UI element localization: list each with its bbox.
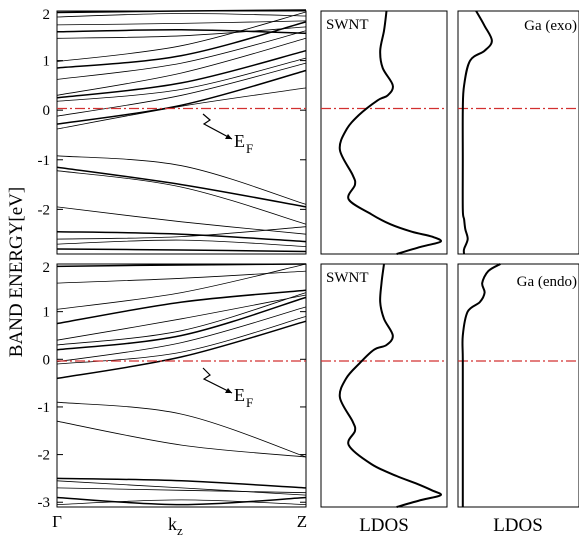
fermi-arrow-icon [202,367,233,394]
top-band-panel: 2 1 0 -1 -2 E F [38,7,307,255]
band-line [56,9,307,14]
bottom-swnt-panel: SWNT [320,263,448,508]
bottom-band-yticks: 2 1 0 -1 -2 -3 [38,260,306,511]
band-line [56,496,307,506]
band-line [56,206,307,235]
band-line [56,26,307,39]
band-line [56,20,307,26]
y-tick-label: 1 [43,305,51,321]
band-line [56,62,307,117]
y-tick-label: 1 [43,54,51,70]
x-tick-gamma: Γ [52,512,62,531]
band-line [56,13,307,18]
y-tick-label: -1 [38,153,51,169]
y-tick-label: 0 [43,103,51,119]
band-line [56,57,307,102]
top-band-curves [56,9,307,253]
band-line [56,477,307,489]
band-line [56,263,307,268]
bottom-ga-panel: Ga (endo) [457,263,579,508]
top-ga-ldos-curve [461,10,493,255]
bottom-ga-label: Ga (endo) [517,274,577,290]
band-line [56,230,307,243]
y-tick-label: -3 [38,495,51,511]
band-line [56,320,307,380]
band-line [56,87,307,130]
band-line [56,306,307,363]
x-label-kz: kz [168,514,183,536]
x-label-ldos-swnt: LDOS [359,515,409,536]
y-tick-label: -1 [38,400,51,416]
top-band-yticks: 2 1 0 -1 -2 [38,7,306,218]
band-line [56,289,307,325]
bottom-swnt-label: SWNT [326,270,369,286]
bottom-ga-frame [457,263,579,508]
y-tick-label: 2 [43,260,51,276]
fermi-label-sub: F [246,141,253,156]
band-line [56,29,307,35]
top-swnt-panel: SWNT [320,10,448,255]
fermi-label-sub: F [246,395,253,410]
band-line [56,480,307,496]
top-swnt-frame [320,10,448,255]
top-swnt-ldos-curve [338,10,443,255]
band-line [56,37,307,96]
fermi-label: E [234,131,245,151]
band-line [56,166,307,208]
top-ga-frame [457,10,579,255]
x-label-ldos-ga: LDOS [493,515,543,536]
arrow-head-icon [225,134,232,139]
band-line [56,296,307,351]
y-tick-label: -2 [38,448,51,464]
bottom-band-curves [56,263,307,506]
top-swnt-label: SWNT [326,17,369,33]
band-line [56,30,307,80]
band-line [56,316,307,365]
fermi-annotation: E F [202,113,253,156]
bottom-band-frame [56,263,307,508]
band-line [56,292,307,346]
bottom-ga-ldos-curve [461,263,501,507]
arrow-head-icon [225,388,232,393]
band-line [56,155,307,205]
band-line [56,239,307,247]
y-tick-label: 2 [43,7,51,23]
band-line [56,270,307,284]
top-ga-label: Ga (exo) [524,18,577,34]
top-ga-panel: Ga (exo) [457,10,579,255]
band-line [56,226,307,240]
fermi-annotation: E F [202,367,253,410]
band-line [56,49,307,99]
band-line [56,499,307,505]
y-tick-label: -2 [38,202,51,218]
band-line [56,69,307,125]
y-tick-label: 0 [43,352,51,368]
bottom-band-panel: 2 1 0 -1 -2 -3 E F [38,260,307,511]
x-tick-z: Z [297,512,307,531]
bottom-swnt-ldos-curve [338,263,442,508]
fermi-arrow-icon [202,113,233,140]
band-line [56,487,307,494]
y-axis-label: BAND ENERGY[eV] [6,187,27,357]
band-line [56,401,307,458]
band-line [56,11,307,62]
band-line [56,170,307,225]
band-line [56,248,307,253]
fermi-label: E [234,385,245,405]
band-line [56,420,307,458]
band-line [56,294,307,341]
band-line [56,263,307,310]
x-label-kz-sub: z [177,523,183,536]
x-label-kz-main: k [168,514,177,534]
band-line [56,21,307,69]
top-band-frame [56,10,307,255]
